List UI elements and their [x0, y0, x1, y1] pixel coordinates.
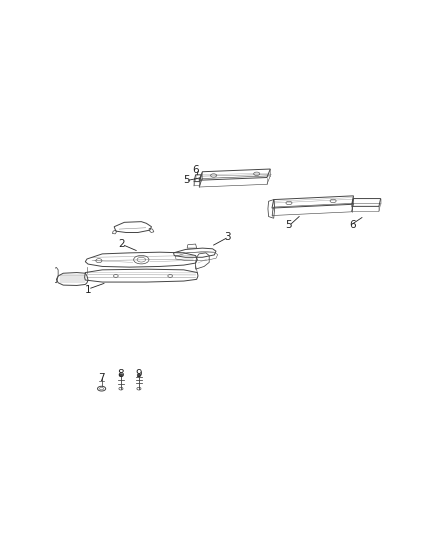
- Text: 5: 5: [286, 220, 292, 230]
- Text: 7: 7: [98, 374, 105, 383]
- Ellipse shape: [119, 374, 123, 376]
- Text: 8: 8: [118, 369, 124, 379]
- Text: 5: 5: [183, 175, 189, 185]
- Text: 1: 1: [85, 285, 92, 295]
- Text: 9: 9: [136, 369, 142, 379]
- Text: 2: 2: [118, 239, 125, 249]
- Ellipse shape: [137, 374, 141, 376]
- Text: 3: 3: [225, 231, 231, 241]
- Text: 6: 6: [350, 220, 356, 230]
- Text: 6: 6: [192, 165, 199, 175]
